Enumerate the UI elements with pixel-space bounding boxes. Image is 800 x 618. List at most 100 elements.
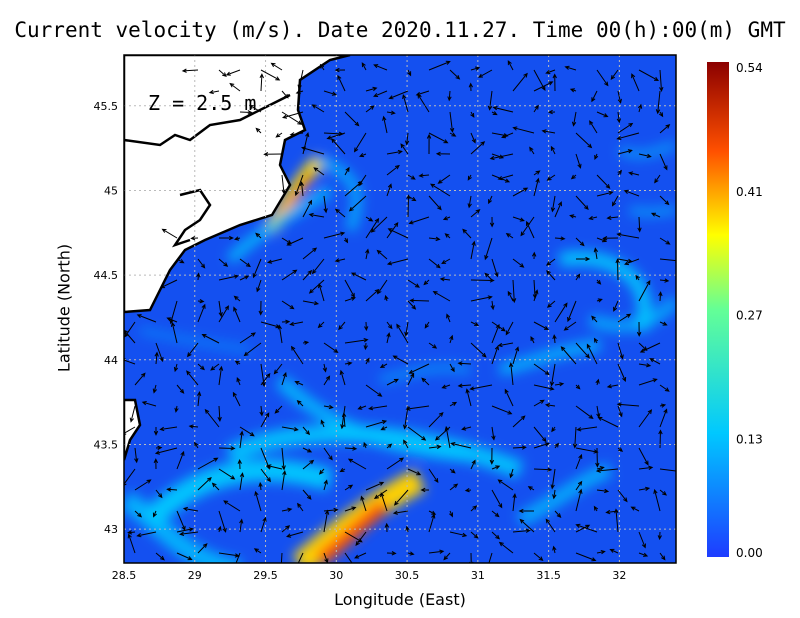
velocity-arrow <box>136 531 157 538</box>
velocity-arrow <box>659 489 667 496</box>
velocity-arrow <box>155 445 163 451</box>
velocity-arrow <box>386 443 393 449</box>
velocity-arrow <box>302 340 310 345</box>
velocity-arrow <box>281 319 291 324</box>
velocity-arrow <box>490 300 495 311</box>
velocity-arrow <box>208 89 220 95</box>
velocity-arrow <box>420 487 429 493</box>
velocity-arrow <box>407 372 415 386</box>
velocity-arrow <box>338 321 346 331</box>
velocity-arrow <box>365 105 375 113</box>
velocity-arrow <box>461 426 472 431</box>
velocity-arrow <box>554 201 562 218</box>
velocity-arrow <box>491 111 498 116</box>
velocity-arrow <box>344 111 360 127</box>
velocity-arrow <box>638 447 649 466</box>
velocity-arrow <box>277 324 283 344</box>
velocity-arrow <box>379 363 388 368</box>
velocity-arrow <box>273 363 283 375</box>
velocity-arrow <box>341 412 347 428</box>
velocity-arrow <box>449 132 457 137</box>
velocity-arrow <box>339 369 346 386</box>
velocity-arrow <box>428 510 437 515</box>
velocity-arrow <box>659 384 670 392</box>
velocity-arrow <box>323 479 328 491</box>
velocity-arrow <box>462 228 472 239</box>
velocity-arrow <box>218 274 240 281</box>
velocity-arrow <box>281 300 295 310</box>
velocity-arrow <box>512 528 531 533</box>
velocity-arrow <box>392 510 409 515</box>
velocity-arrow <box>239 472 245 491</box>
velocity-arrow <box>253 548 262 554</box>
y-tick-label: 43.5 <box>94 438 119 451</box>
velocity-arrow <box>560 346 577 365</box>
velocity-arrow <box>616 132 640 140</box>
velocity-arrow <box>617 363 627 383</box>
velocity-arrow <box>617 169 622 176</box>
velocity-arrow <box>248 104 262 113</box>
velocity-arrow <box>323 195 328 214</box>
velocity-arrow <box>489 447 495 465</box>
velocity-arrow <box>160 279 178 289</box>
velocity-arrow <box>286 237 304 246</box>
velocity-arrow <box>407 426 427 441</box>
velocity-arrow <box>308 279 325 294</box>
velocity-arrow <box>239 332 256 344</box>
velocity-arrow <box>364 321 369 332</box>
velocity-arrow <box>470 111 475 118</box>
velocity-arrow <box>449 401 458 407</box>
velocity-arrow <box>550 195 556 213</box>
velocity-arrow <box>154 351 159 365</box>
velocity-arrow <box>252 258 262 279</box>
velocity-arrow <box>617 149 633 155</box>
velocity-arrow <box>564 65 577 71</box>
velocity-arrow <box>407 69 412 77</box>
velocity-arrow <box>512 415 526 428</box>
velocity-arrow <box>435 151 451 157</box>
velocity-arrow <box>294 381 304 386</box>
velocity-arrow <box>554 442 559 449</box>
velocity-arrow <box>239 258 251 268</box>
velocity-arrow <box>302 489 312 500</box>
velocity-arrow <box>501 132 514 139</box>
velocity-arrow <box>518 508 534 514</box>
velocity-arrow <box>176 258 185 264</box>
velocity-arrow <box>302 459 315 470</box>
velocity-arrow <box>491 489 503 509</box>
velocity-arrow <box>571 111 577 127</box>
velocity-arrow <box>533 552 544 562</box>
velocity-arrow <box>186 370 199 386</box>
velocity-arrow <box>260 516 267 533</box>
velocity-arrow <box>408 363 430 374</box>
velocity-arrow <box>161 228 178 239</box>
velocity-arrow <box>326 132 346 140</box>
velocity-arrow <box>552 545 557 554</box>
velocity-arrow <box>302 269 313 281</box>
colorbar-tick-label: 0.13 <box>736 432 763 446</box>
velocity-arrow <box>491 531 501 540</box>
velocity-arrow <box>444 233 451 239</box>
velocity-arrow <box>658 429 663 449</box>
velocity-arrow <box>421 377 430 386</box>
velocity-arrow <box>638 465 654 471</box>
velocity-arrow <box>616 402 640 407</box>
velocity-arrow <box>239 430 244 449</box>
velocity-arrow <box>636 321 642 337</box>
velocity-arrow <box>469 384 493 391</box>
velocity-arrow <box>318 283 325 302</box>
velocity-arrow <box>376 249 388 260</box>
velocity-arrow <box>141 401 157 407</box>
velocity-arrow <box>365 288 380 302</box>
velocity-arrow <box>638 552 649 557</box>
velocity-arrow <box>467 174 472 181</box>
velocity-arrow <box>638 409 653 428</box>
velocity-arrow <box>281 90 289 99</box>
velocity-arrow <box>497 479 514 491</box>
velocity-arrow <box>551 426 556 433</box>
velocity-arrow <box>239 518 244 533</box>
velocity-arrow <box>533 177 540 197</box>
velocity-arrow <box>218 446 236 451</box>
velocity-arrow <box>355 531 367 547</box>
